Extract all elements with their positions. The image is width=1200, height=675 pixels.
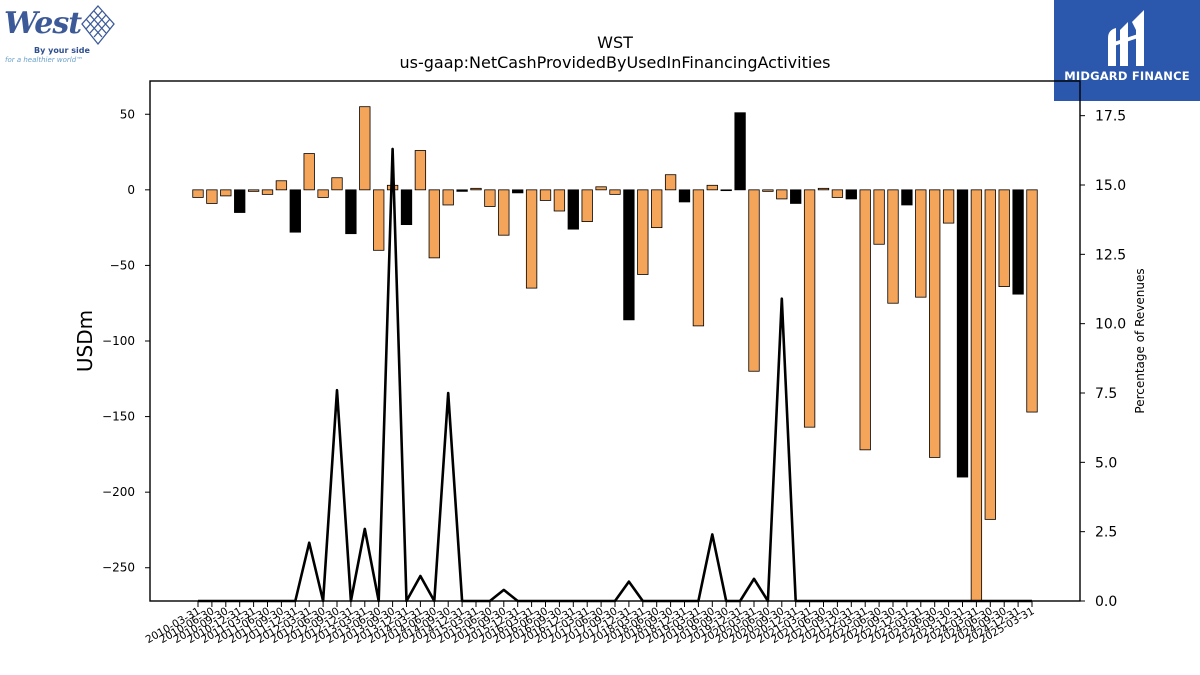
bar-2015-09-30 xyxy=(498,189,510,236)
y2-tick-label: 12.5 xyxy=(1095,247,1126,263)
bar-2013-03-31 xyxy=(359,106,371,191)
bar-2021-06-30 xyxy=(817,187,830,191)
y-tick-label: −250 xyxy=(102,561,135,575)
bar-2014-06-30 xyxy=(428,189,440,259)
y-axis-label: USDm xyxy=(73,310,97,372)
bar-2019-06-30 xyxy=(706,184,718,191)
bar-2023-12-31 xyxy=(956,189,969,478)
y-tick-label: 50 xyxy=(120,107,135,121)
bar-2017-12-31 xyxy=(623,189,635,321)
bar-2015-12-31 xyxy=(512,189,524,194)
bar-2024-12-31 xyxy=(1012,189,1024,295)
bar-series xyxy=(192,106,1038,602)
bar-2018-09-30 xyxy=(664,174,677,191)
west-logo-icon xyxy=(81,5,115,46)
bar-2017-09-30 xyxy=(609,189,621,195)
bar-2024-03-31 xyxy=(970,189,983,602)
bar-2014-12-31 xyxy=(456,189,468,192)
bar-2017-03-31 xyxy=(581,189,593,222)
y2-tick-label: 15.0 xyxy=(1095,178,1126,194)
bar-2020-03-31 xyxy=(748,189,760,372)
bar-2022-09-30 xyxy=(887,189,899,304)
percentage-line xyxy=(198,147,1032,603)
y-axis-left: 50 0 −50 −100 −150 −200 −250 xyxy=(102,107,150,575)
bar-2020-12-31 xyxy=(790,189,802,204)
bar-2016-06-30 xyxy=(539,189,552,201)
bar-2018-06-30 xyxy=(651,189,663,229)
bar-2010-03-31 xyxy=(192,189,204,198)
bar-2012-06-30 xyxy=(317,189,329,198)
y2-axis-label: Percentage of Revenues xyxy=(1133,268,1147,413)
bar-2013-12-31 xyxy=(400,189,413,226)
bar-2015-06-30 xyxy=(484,189,496,207)
y2-tick-label: 10.0 xyxy=(1095,317,1126,333)
y-tick-label: −200 xyxy=(102,485,135,499)
bar-2017-06-30 xyxy=(595,186,607,191)
y-tick-label: 0 xyxy=(127,183,135,197)
percentage-line-series xyxy=(198,147,1032,603)
bar-2018-12-31 xyxy=(678,189,691,203)
bar-2010-12-31 xyxy=(234,189,246,213)
midgard-logo-icon xyxy=(1108,10,1144,66)
y-tick-label: −100 xyxy=(102,334,135,348)
midgard-logo-wordmark: MIDGARD FINANCE xyxy=(1064,69,1190,83)
chart-subtitle: us-gaap:NetCashProvidedByUsedInFinancing… xyxy=(399,53,830,72)
bar-2013-06-30 xyxy=(373,189,385,251)
bar-2012-12-31 xyxy=(345,189,357,235)
bar-2012-09-30 xyxy=(331,177,343,191)
bar-2023-09-30 xyxy=(942,189,955,224)
bar-2016-09-30 xyxy=(553,189,566,212)
bar-2020-06-30 xyxy=(762,189,774,192)
bar-2022-06-30 xyxy=(873,189,885,245)
west-logo-tagline: By your side xyxy=(34,46,90,55)
bar-2011-12-31 xyxy=(289,189,301,233)
bar-2019-03-31 xyxy=(692,189,705,327)
bar-2023-03-31 xyxy=(915,189,927,298)
bar-2018-03-31 xyxy=(637,189,649,275)
west-logo-wordmark: West xyxy=(4,6,82,41)
bar-2021-12-31 xyxy=(845,189,857,200)
bar-2011-03-31 xyxy=(247,189,260,192)
bar-2019-12-31 xyxy=(734,112,746,191)
bar-2020-09-30 xyxy=(776,189,788,200)
bar-2019-09-30 xyxy=(720,189,732,192)
chart-title: WST xyxy=(597,33,633,52)
y2-tick-label: 0.0 xyxy=(1095,594,1117,610)
bar-2011-06-30 xyxy=(261,189,274,195)
bar-2023-06-30 xyxy=(929,189,941,458)
bar-2010-06-30 xyxy=(206,189,218,204)
bar-2021-03-31 xyxy=(803,189,816,428)
bar-2014-03-31 xyxy=(414,150,427,191)
bar-2012-03-31 xyxy=(303,153,315,191)
y2-tick-label: 5.0 xyxy=(1095,455,1117,471)
bar-2022-03-31 xyxy=(859,189,871,451)
bar-2010-09-30 xyxy=(220,189,232,197)
bar-2011-09-30 xyxy=(275,180,288,191)
bar-2015-03-31 xyxy=(470,187,482,191)
bar-2024-09-30 xyxy=(998,189,1010,287)
bar-2016-03-31 xyxy=(525,189,538,289)
bar-2014-09-30 xyxy=(442,189,454,206)
y2-tick-label: 17.5 xyxy=(1095,109,1126,125)
west-logo-tagline-2: for a healthier world™ xyxy=(5,56,84,64)
y2-tick-label: 2.5 xyxy=(1095,525,1117,541)
y-axis-right: 0.0 2.5 5.0 7.5 10.0 12.5 15.0 17.5 xyxy=(1080,109,1126,610)
midgard-finance-logo: MIDGARD FINANCE xyxy=(1054,0,1200,101)
x-axis: 2010-03-312010-06-302010-09-302010-12-31… xyxy=(144,601,1037,646)
y-tick-label: −150 xyxy=(102,410,135,424)
y-tick-label: −50 xyxy=(110,258,135,272)
bar-2016-12-31 xyxy=(567,189,579,230)
bar-2024-06-30 xyxy=(984,189,996,520)
bar-2025-03-31 xyxy=(1026,189,1038,413)
y2-tick-label: 7.5 xyxy=(1095,386,1117,402)
bar-2021-09-30 xyxy=(831,189,844,198)
west-logo: West By your side for a healthier world™ xyxy=(4,4,115,66)
plot-frame xyxy=(149,80,1081,602)
bar-2022-12-31 xyxy=(901,189,913,206)
